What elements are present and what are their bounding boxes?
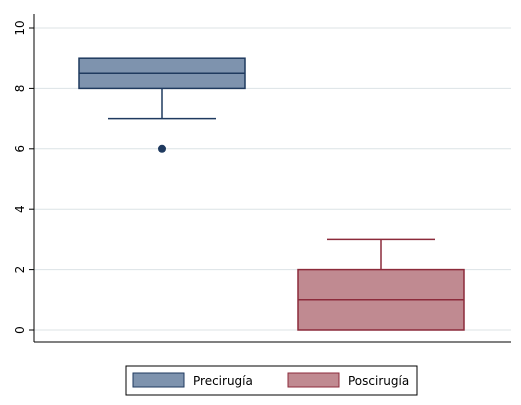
y-tick-label-8: 8 — [13, 85, 27, 93]
legend: Precirugía Poscirugía — [125, 365, 418, 396]
y-tick-label-0: 0 — [13, 326, 27, 334]
y-tick-label-6: 6 — [13, 145, 27, 153]
outlier-0-0 — [158, 144, 166, 153]
legend-label-poscirugia: Poscirugía — [348, 374, 409, 388]
legend-swatch-precirugia — [132, 372, 185, 388]
boxplots — [78, 57, 465, 331]
y-axis: 0 2 4 6 8 10 — [13, 14, 511, 343]
legend-label-precirugia: Precirugía — [193, 374, 253, 388]
y-tick-label-4: 4 — [13, 205, 27, 213]
legend-swatch-poscirugia — [287, 372, 340, 388]
box-1 — [297, 238, 465, 331]
y-tick-label-10: 10 — [13, 20, 27, 35]
box-0 — [78, 57, 246, 153]
y-tick-label-2: 2 — [13, 266, 27, 274]
